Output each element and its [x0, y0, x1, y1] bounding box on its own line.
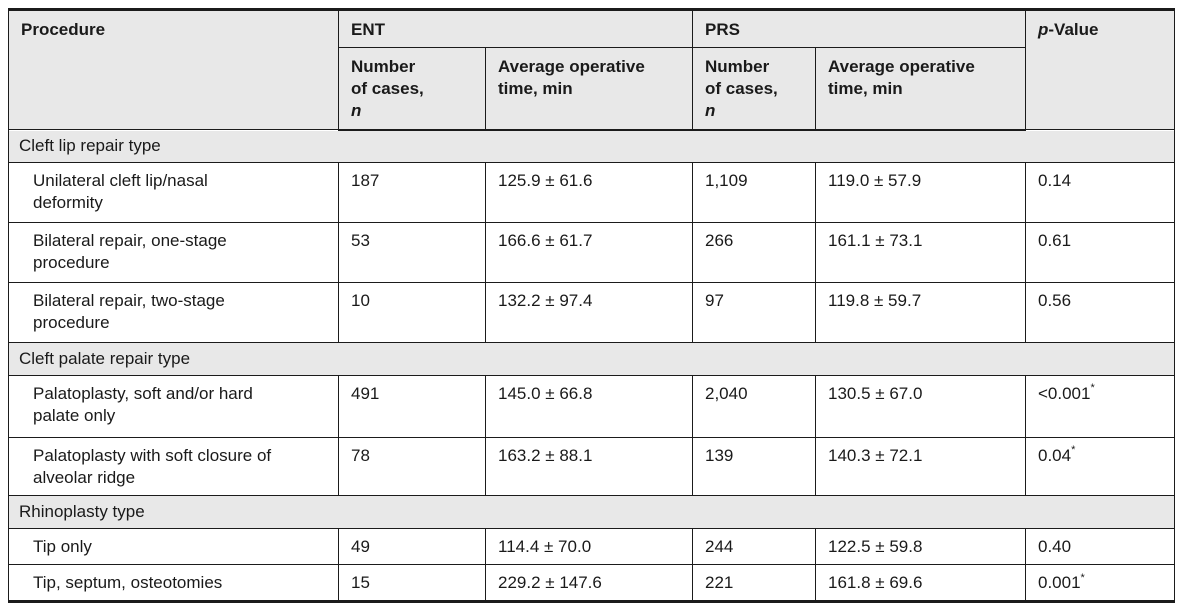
header-group-ent: ENT [338, 8, 693, 49]
p-value-cell: 0.14 [1025, 162, 1175, 224]
p-value-cell: 0.04* [1025, 437, 1175, 497]
section-title: Rhinoplasty type [8, 495, 1175, 530]
prs-time-cell: 122.5 ± 59.8 [815, 528, 1026, 566]
ent-time-cell: 145.0 ± 66.8 [485, 375, 693, 439]
p-value-label: -Value [1048, 20, 1099, 39]
procedure-cell: Bilateral repair, one-stage procedure [8, 222, 339, 284]
table-row: Tip, septum, osteotomies 15 229.2 ± 147.… [8, 564, 1175, 603]
ent-time-cell: 229.2 ± 147.6 [485, 564, 693, 603]
ent-n-symbol: n [351, 101, 362, 121]
p-italic: p [1038, 20, 1049, 39]
prs-time-cell: 130.5 ± 67.0 [815, 375, 1026, 439]
prs-cases-cell: 139 [692, 437, 816, 497]
table-row: Bilateral repair, two-stage procedure 10… [8, 282, 1175, 344]
table-row: Bilateral repair, one-stage procedure 53… [8, 222, 1175, 284]
operative-time-comparison-table: Procedure ENT PRS p-Value Number of case… [8, 8, 1175, 604]
prs-cases-cell: 221 [692, 564, 816, 603]
prs-time-cell: 119.0 ± 57.9 [815, 162, 1026, 224]
prs-cases-cell: 266 [692, 222, 816, 284]
procedure-cell: Tip only [8, 528, 339, 566]
ent-cases-cell: 187 [338, 162, 486, 224]
significance-asterisk: * [1090, 382, 1095, 395]
p-value-text: 0.04 [1038, 446, 1072, 466]
table-row: Tip only 49 114.4 ± 70.0 244 122.5 ± 59.… [8, 528, 1175, 566]
prs-time-cell: 161.8 ± 69.6 [815, 564, 1026, 603]
section-row-cleft-palate: Cleft palate repair type [8, 342, 1175, 377]
section-title: Cleft lip repair type [8, 129, 1175, 164]
ent-cases-cell: 49 [338, 528, 486, 566]
prs-cases-cell: 244 [692, 528, 816, 566]
header-prs-cases: Number of cases, n [692, 47, 816, 131]
prs-cases-cell: 2,040 [692, 375, 816, 439]
ent-cases-cell: 10 [338, 282, 486, 344]
p-value-cell: 0.61 [1025, 222, 1175, 284]
ent-cases-cell: 15 [338, 564, 486, 603]
prs-cases-label: Number of cases, [705, 57, 778, 99]
ent-cases-cell: 491 [338, 375, 486, 439]
significance-asterisk: * [1080, 571, 1085, 584]
ent-cases-cell: 53 [338, 222, 486, 284]
ent-time-cell: 132.2 ± 97.4 [485, 282, 693, 344]
p-value-text: 0.61 [1038, 231, 1072, 251]
ent-time-cell: 166.6 ± 61.7 [485, 222, 693, 284]
ent-time-cell: 114.4 ± 70.0 [485, 528, 693, 566]
prs-time-cell: 140.3 ± 72.1 [815, 437, 1026, 497]
header-group-prs: PRS [692, 8, 1026, 49]
p-value-text: 0.56 [1038, 291, 1072, 311]
procedure-cell: Palatoplasty, soft and/or hard palate on… [8, 375, 339, 439]
p-value-cell: <0.001* [1025, 375, 1175, 439]
prs-cases-cell: 1,109 [692, 162, 816, 224]
p-value-cell: 0.56 [1025, 282, 1175, 344]
p-value-text: <0.001 [1038, 384, 1091, 404]
procedure-cell: Bilateral repair, two-stage procedure [8, 282, 339, 344]
header-p-value: p-Value [1025, 8, 1175, 131]
prs-cases-cell: 97 [692, 282, 816, 344]
significance-asterisk: * [1071, 444, 1076, 457]
header-ent-time: Average operative time, min [485, 47, 693, 131]
p-value-text: 0.001 [1038, 573, 1081, 593]
prs-n-symbol: n [705, 101, 716, 121]
header-prs-time: Average operative time, min [815, 47, 1026, 131]
header-procedure: Procedure [8, 8, 339, 131]
table-row: Unilateral cleft lip/nasal deformity 187… [8, 162, 1175, 224]
ent-cases-label: Number of cases, [351, 57, 424, 99]
table-row: Palatoplasty, soft and/or hard palate on… [8, 375, 1175, 439]
ent-cases-cell: 78 [338, 437, 486, 497]
procedure-cell: Palatoplasty with soft closure of alveol… [8, 437, 339, 497]
table-row: Palatoplasty with soft closure of alveol… [8, 437, 1175, 497]
section-row-cleft-lip: Cleft lip repair type [8, 129, 1175, 164]
procedure-cell: Unilateral cleft lip/nasal deformity [8, 162, 339, 224]
procedure-cell: Tip, septum, osteotomies [8, 564, 339, 603]
header-row-sub: Number of cases, n Average operative time… [9, 47, 1175, 131]
p-value-text: 0.40 [1038, 537, 1072, 557]
section-row-rhinoplasty: Rhinoplasty type [8, 495, 1175, 530]
header-row-groups: Procedure ENT PRS p-Value [8, 8, 1175, 131]
prs-time-cell: 161.1 ± 73.1 [815, 222, 1026, 284]
section-title: Cleft palate repair type [8, 342, 1175, 377]
prs-time-cell: 119.8 ± 59.7 [815, 282, 1026, 344]
ent-time-cell: 163.2 ± 88.1 [485, 437, 693, 497]
p-value-cell: 0.40 [1025, 528, 1175, 566]
ent-time-cell: 125.9 ± 61.6 [485, 162, 693, 224]
p-value-text: 0.14 [1038, 171, 1072, 191]
header-ent-cases: Number of cases, n [338, 47, 486, 131]
p-value-cell: 0.001* [1025, 564, 1175, 603]
